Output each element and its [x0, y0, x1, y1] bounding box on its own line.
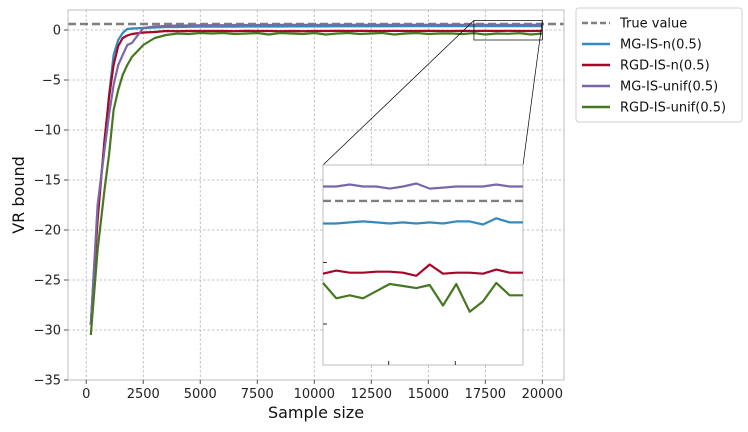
- series-group: [89, 23, 543, 336]
- y-tick-label: −5: [42, 74, 61, 89]
- legend-label: MG-IS-n(0.5): [620, 38, 702, 53]
- series-line-2: [89, 29, 543, 326]
- inset-connector-lines: [322, 20, 543, 166]
- x-axis-ticks: 0 2500 5000 7500 10000 12500 15000 17500 20000: [82, 380, 563, 402]
- inset-series-line-4: [322, 281, 523, 313]
- legend-label: RGD-IS-n(0.5): [620, 59, 710, 74]
- y-tick-label: −20: [34, 224, 61, 239]
- y-tick-label: 0: [53, 24, 61, 39]
- y-tick-label: −25: [34, 274, 61, 289]
- zoom-region-box: [473, 20, 543, 41]
- x-tick-label: 17500: [465, 387, 506, 402]
- inset-zoom-plot: [322, 164, 524, 366]
- x-tick-label: 5000: [184, 387, 217, 402]
- x-tick-label: 12500: [351, 387, 392, 402]
- x-axis-label: Sample size: [268, 403, 364, 422]
- series-line-4: [89, 31, 543, 336]
- y-axis-label: VR bound: [9, 156, 28, 234]
- y-tick-label: −15: [34, 174, 61, 189]
- x-tick-label: 15000: [408, 387, 449, 402]
- inset-series-line-3: [323, 182, 523, 190]
- plot-frame: [67, 9, 565, 381]
- series-line-3: [89, 23, 543, 326]
- y-axis-ticks: 0 −5 −10 −15 −20 −25 −30 −35: [34, 24, 68, 389]
- legend: True value MG-IS-n(0.5) RGD-IS-n(0.5) MG-IS…: [575, 7, 743, 123]
- zoom-connector: [522, 20, 543, 166]
- legend-label: True value: [619, 17, 687, 32]
- x-tick-label: 2500: [127, 387, 160, 402]
- y-tick-label: −10: [34, 124, 61, 139]
- x-tick-label: 10000: [294, 387, 335, 402]
- legend-box: [575, 7, 743, 123]
- zoom-connector: [322, 20, 475, 166]
- x-tick-label: 0: [82, 387, 90, 402]
- legend-label: MG-IS-unif(0.5): [620, 80, 718, 95]
- y-tick-label: −30: [34, 324, 61, 339]
- series-line-1: [89, 25, 543, 326]
- inset-series-line-2: [322, 263, 523, 277]
- inset-frame: [322, 164, 524, 366]
- y-tick-label: −35: [34, 374, 61, 389]
- legend-label: RGD-IS-unif(0.5): [620, 101, 726, 116]
- x-tick-label: 20000: [522, 387, 563, 402]
- inset-series-line-1: [323, 217, 523, 226]
- x-tick-label: 7500: [241, 387, 274, 402]
